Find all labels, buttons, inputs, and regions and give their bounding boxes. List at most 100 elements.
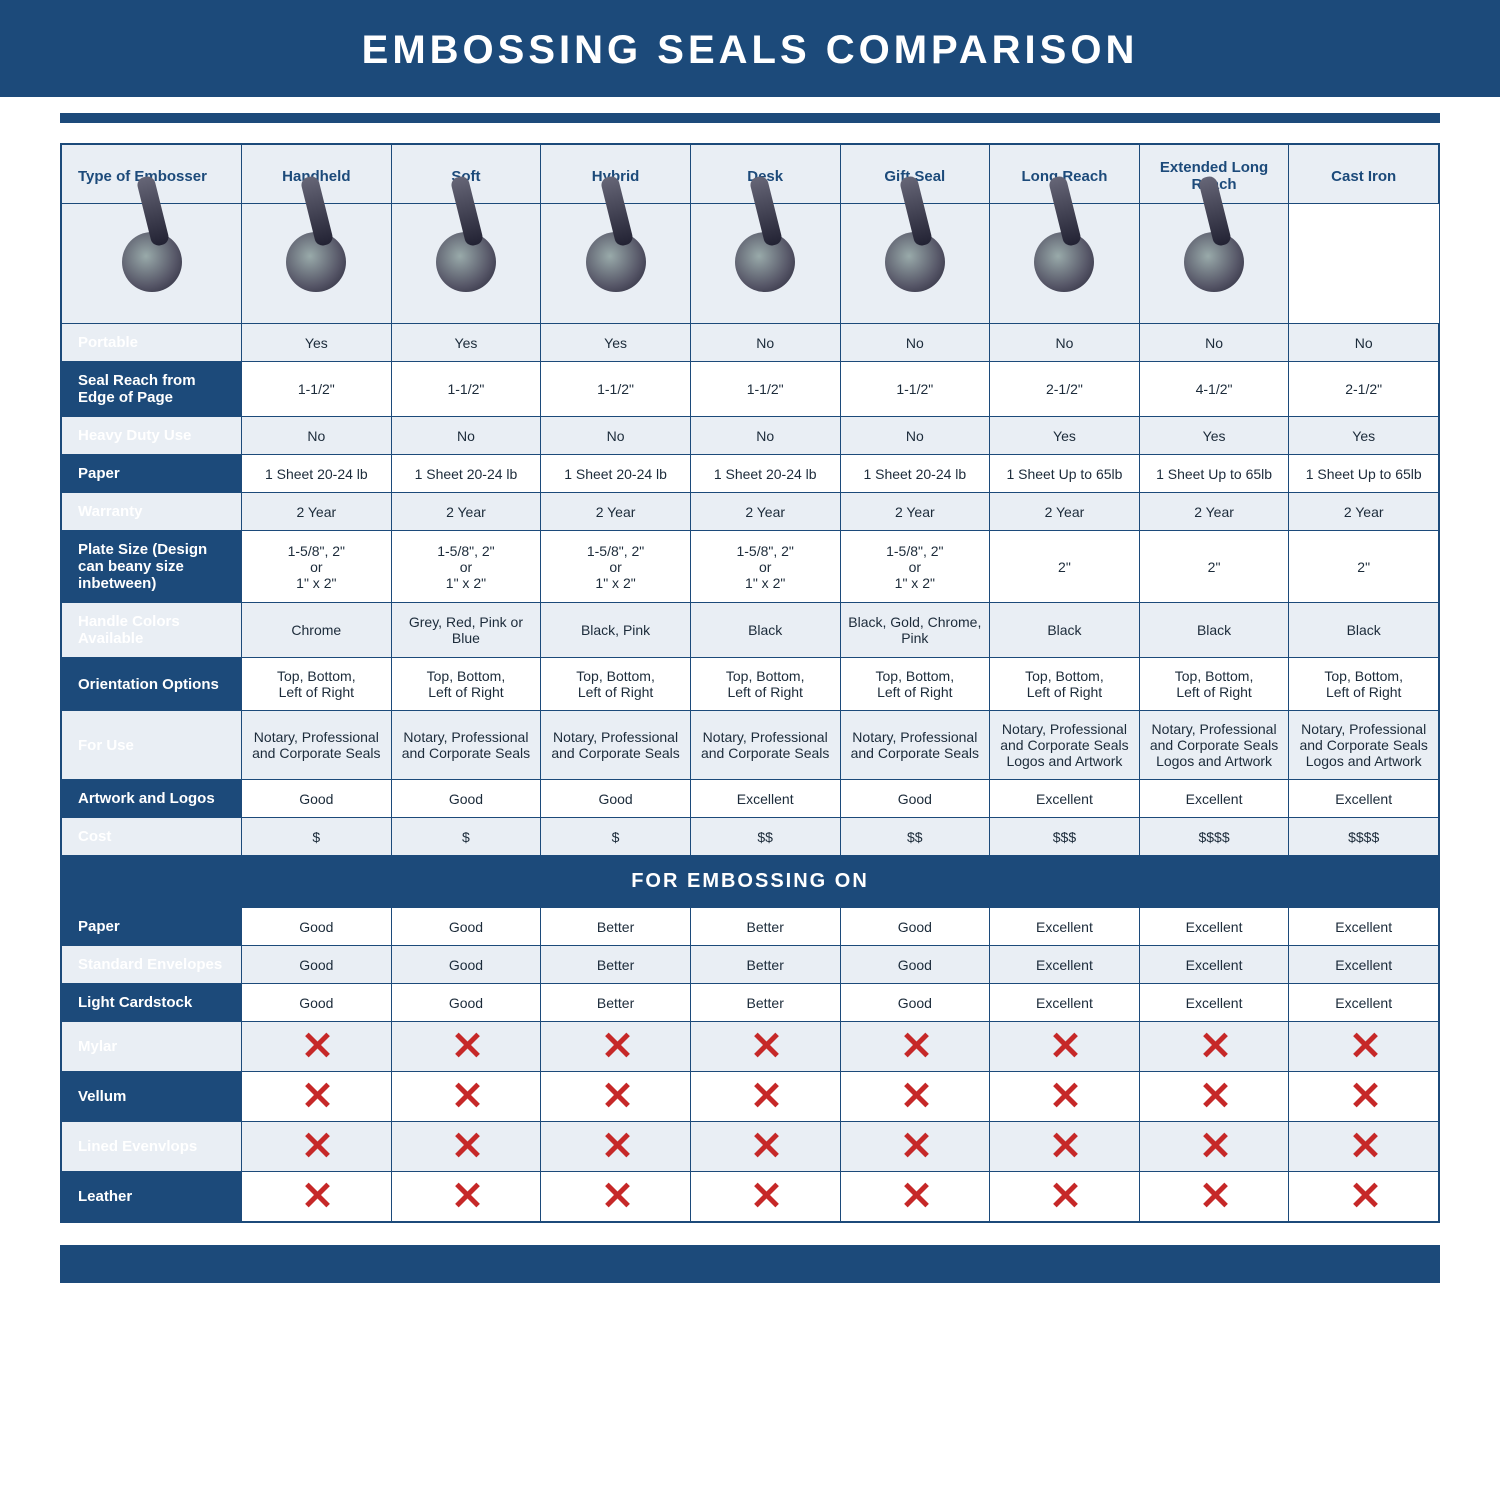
table-cell: 1-1/2" bbox=[541, 362, 691, 417]
table-cell: Excellent bbox=[990, 780, 1140, 818]
x-mark-icon bbox=[902, 1082, 928, 1108]
x-mark-icon bbox=[1051, 1082, 1077, 1108]
table-cell bbox=[242, 1122, 392, 1172]
table-cell: $$$ bbox=[990, 818, 1140, 856]
table-cell: 2" bbox=[1289, 531, 1439, 603]
table-row: PortableYesYesYesNoNoNoNoNo bbox=[62, 324, 1439, 362]
table-cell bbox=[990, 1072, 1140, 1122]
row-label: Warranty bbox=[62, 493, 242, 531]
table-cell: $ bbox=[391, 818, 541, 856]
table-cell: Good bbox=[242, 984, 392, 1022]
page-title: EMBOSSING SEALS COMPARISON bbox=[0, 0, 1500, 97]
product-image-row bbox=[62, 204, 1439, 324]
embosser-soft-icon bbox=[286, 232, 346, 292]
table-cell: Excellent bbox=[1139, 984, 1289, 1022]
table-cell: Better bbox=[690, 946, 840, 984]
table-cell bbox=[541, 1072, 691, 1122]
x-mark-icon bbox=[303, 1132, 329, 1158]
table-cell: Black bbox=[1139, 603, 1289, 658]
x-mark-icon bbox=[1351, 1032, 1377, 1058]
table-cell: Excellent bbox=[690, 780, 840, 818]
table-cell: Excellent bbox=[990, 908, 1140, 946]
table-cell bbox=[541, 1022, 691, 1072]
row-label: Lined Evenvlops bbox=[62, 1122, 242, 1172]
embosser-extlongreach-icon bbox=[1034, 232, 1094, 292]
table-cell: 2 Year bbox=[990, 493, 1140, 531]
table-cell bbox=[690, 1172, 840, 1222]
table-cell: 1 Sheet 20-24 lb bbox=[840, 455, 990, 493]
table-cell: Good bbox=[840, 946, 990, 984]
x-mark-icon bbox=[902, 1132, 928, 1158]
table-cell: $$ bbox=[840, 818, 990, 856]
table-cell: Good bbox=[391, 908, 541, 946]
table-cell: 1 Sheet Up to 65lb bbox=[990, 455, 1140, 493]
table-cell: Top, Bottom, Left of Right bbox=[541, 658, 691, 711]
table-row: Seal Reach from Edge of Page1-1/2"1-1/2"… bbox=[62, 362, 1439, 417]
table-cell: Black bbox=[690, 603, 840, 658]
x-mark-icon bbox=[1051, 1182, 1077, 1208]
table-cell: No bbox=[541, 417, 691, 455]
x-mark-icon bbox=[1351, 1182, 1377, 1208]
table-cell: Notary, Professional and Corporate Seals… bbox=[1289, 711, 1439, 780]
x-mark-icon bbox=[1201, 1132, 1227, 1158]
table-cell: 1 Sheet 20-24 lb bbox=[541, 455, 691, 493]
embosser-desk-icon bbox=[586, 232, 646, 292]
row-label: Standard Envelopes bbox=[62, 946, 242, 984]
product-image-cell bbox=[62, 204, 242, 324]
x-mark-icon bbox=[603, 1182, 629, 1208]
x-mark-icon bbox=[1201, 1032, 1227, 1058]
table-cell: Good bbox=[391, 780, 541, 818]
embosser-hybrid-icon bbox=[436, 232, 496, 292]
table-row: Mylar bbox=[62, 1022, 1439, 1072]
table-cell: Yes bbox=[242, 324, 392, 362]
row-label: Paper bbox=[62, 908, 242, 946]
table-cell: Black bbox=[990, 603, 1140, 658]
table-row: Vellum bbox=[62, 1072, 1439, 1122]
x-mark-icon bbox=[752, 1132, 778, 1158]
table-row: Heavy Duty UseNoNoNoNoNoYesYesYes bbox=[62, 417, 1439, 455]
col-header: Cast Iron bbox=[1289, 145, 1439, 204]
x-mark-icon bbox=[603, 1032, 629, 1058]
table-row: Handle Colors AvailableChromeGrey, Red, … bbox=[62, 603, 1439, 658]
table-cell bbox=[690, 1122, 840, 1172]
x-mark-icon bbox=[1051, 1132, 1077, 1158]
table-cell bbox=[541, 1172, 691, 1222]
table-cell: Excellent bbox=[990, 984, 1140, 1022]
table-cell: 2 Year bbox=[690, 493, 840, 531]
table-cell bbox=[242, 1172, 392, 1222]
table-cell: 2 Year bbox=[1139, 493, 1289, 531]
table-cell: Yes bbox=[990, 417, 1140, 455]
table-cell: Black, Gold, Chrome, Pink bbox=[840, 603, 990, 658]
table-cell: Grey, Red, Pink or Blue bbox=[391, 603, 541, 658]
x-mark-icon bbox=[453, 1132, 479, 1158]
x-mark-icon bbox=[752, 1082, 778, 1108]
table-cell: Good bbox=[391, 984, 541, 1022]
table-cell: Top, Bottom, Left of Right bbox=[1289, 658, 1439, 711]
x-mark-icon bbox=[453, 1082, 479, 1108]
table-cell: Good bbox=[840, 908, 990, 946]
table-cell: Notary, Professional and Corporate Seals bbox=[840, 711, 990, 780]
table-cell: 2 Year bbox=[1289, 493, 1439, 531]
table-cell: Top, Bottom, Left of Right bbox=[1139, 658, 1289, 711]
x-mark-icon bbox=[1351, 1082, 1377, 1108]
table-cell: Good bbox=[840, 780, 990, 818]
table-cell: Notary, Professional and Corporate Seals bbox=[541, 711, 691, 780]
table-cell bbox=[690, 1022, 840, 1072]
table-cell: $$$$ bbox=[1139, 818, 1289, 856]
table-cell: Excellent bbox=[1289, 946, 1439, 984]
table-row: Light CardstockGoodGoodBetterBetterGoodE… bbox=[62, 984, 1439, 1022]
table-cell: 1-1/2" bbox=[242, 362, 392, 417]
table-cell: Excellent bbox=[1289, 908, 1439, 946]
table-row: Artwork and LogosGoodGoodGoodExcellentGo… bbox=[62, 780, 1439, 818]
table-cell bbox=[541, 1122, 691, 1172]
table-header-row: Type of Embosser HandheldSoftHybridDeskG… bbox=[62, 145, 1439, 204]
section-header: FOR EMBOSSING ON bbox=[62, 856, 1439, 908]
table-cell: 1 Sheet Up to 65lb bbox=[1139, 455, 1289, 493]
embosser-longreach-icon bbox=[885, 232, 945, 292]
table-cell bbox=[391, 1022, 541, 1072]
table-cell: No bbox=[1139, 324, 1289, 362]
table-body: PortableYesYesYesNoNoNoNoNoSeal Reach fr… bbox=[62, 204, 1439, 1222]
table-cell: No bbox=[990, 324, 1140, 362]
x-mark-icon bbox=[1201, 1082, 1227, 1108]
x-mark-icon bbox=[303, 1182, 329, 1208]
